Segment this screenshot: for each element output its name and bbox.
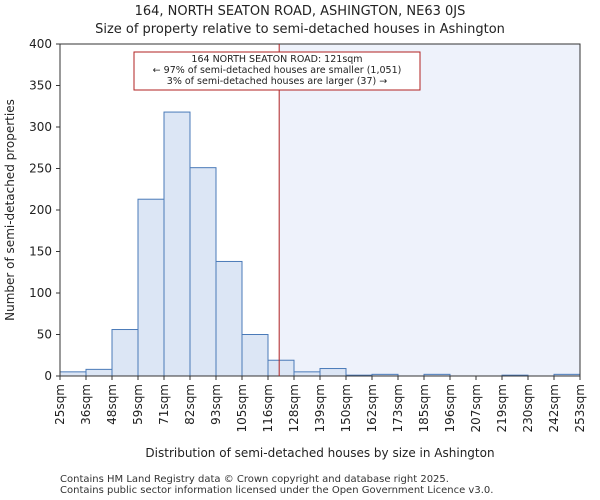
x-tick-label: 71sqm [157, 384, 171, 425]
y-tick-label: 400 [29, 37, 52, 51]
bar-59sqm [137, 198, 165, 377]
x-tick-label: 185sqm [417, 384, 431, 432]
x-tick-label: 230sqm [521, 384, 535, 432]
x-tick-label: 93sqm [209, 384, 223, 425]
y-tick-label: 50 [37, 328, 52, 342]
x-tick-label: 242sqm [547, 384, 561, 432]
bar-82sqm [189, 167, 217, 377]
annotation-box [133, 51, 421, 91]
footer-line-2: Contains public sector information licen… [60, 485, 494, 496]
x-tick-label: 219sqm [495, 384, 509, 432]
x-tick-label: 162sqm [365, 384, 379, 432]
bar-139sqm [319, 368, 347, 377]
bar-93sqm [215, 260, 243, 377]
larger-properties-shade [279, 44, 580, 376]
bar-116sqm [267, 359, 295, 377]
annotation-line-3: 3% of semi-detached houses are larger (3… [167, 76, 387, 87]
bar-48sqm [111, 329, 139, 377]
x-tick-label: 207sqm [469, 384, 483, 432]
x-tick-label: 196sqm [443, 384, 457, 432]
y-axis-label: Number of semi-detached properties [3, 99, 17, 321]
annotation-line-2: ← 97% of semi-detached houses are smalle… [153, 65, 402, 76]
x-tick-label: 116sqm [261, 384, 275, 432]
x-tick-label: 25sqm [53, 384, 67, 425]
x-tick-label: 48sqm [105, 384, 119, 425]
bar-105sqm [241, 334, 269, 377]
bar-71sqm [163, 111, 191, 377]
chart-title: 164, NORTH SEATON ROAD, ASHINGTON, NE63 … [134, 4, 466, 19]
x-tick-label: 105sqm [235, 384, 249, 432]
y-tick-label: 0 [44, 369, 52, 383]
y-tick-label: 150 [29, 245, 52, 259]
annotation-line-1: 164 NORTH SEATON ROAD: 121sqm [191, 54, 362, 65]
x-tick-label: 82sqm [183, 384, 197, 425]
x-tick-label: 253sqm [573, 384, 587, 432]
x-tick-label: 150sqm [339, 384, 353, 432]
y-tick-label: 100 [29, 286, 52, 300]
y-tick-label: 300 [29, 120, 52, 134]
y-tick-label: 350 [29, 79, 52, 93]
bar-36sqm [85, 368, 113, 377]
footer-line-1: Contains HM Land Registry data © Crown c… [60, 474, 449, 485]
bar-25sqm [59, 371, 87, 377]
y-tick-label: 250 [29, 162, 52, 176]
x-tick-label: 36sqm [79, 384, 93, 425]
x-tick-label: 173sqm [391, 384, 405, 432]
y-tick-label: 200 [29, 203, 52, 217]
x-tick-label: 128sqm [287, 384, 301, 432]
x-tick-label: 139sqm [313, 384, 327, 432]
chart-subtitle: Size of property relative to semi-detach… [95, 22, 505, 37]
x-tick-label: 59sqm [131, 384, 145, 425]
x-axis-label: Distribution of semi-detached houses by … [145, 446, 494, 460]
bar-128sqm [293, 371, 321, 377]
